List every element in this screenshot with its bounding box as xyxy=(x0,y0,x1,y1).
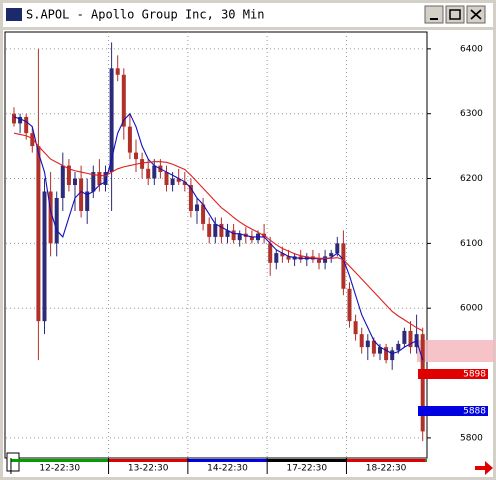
candle-body xyxy=(91,172,96,192)
candle-body xyxy=(353,321,358,335)
candle-body xyxy=(42,191,47,322)
candle-body xyxy=(396,343,401,351)
candle-body xyxy=(60,165,65,198)
window-buttons[interactable] xyxy=(424,5,486,24)
candle-body xyxy=(103,172,108,186)
candle-body xyxy=(231,230,236,241)
session-bar xyxy=(346,459,426,462)
moving-average-line xyxy=(13,112,424,361)
price-tag xyxy=(418,406,488,416)
candle-body xyxy=(268,243,273,263)
candle-body xyxy=(140,159,145,169)
y-tick-label: 6000 xyxy=(460,304,483,314)
app-icon xyxy=(6,8,22,21)
maximize-button[interactable] xyxy=(445,5,465,24)
y-tick-label: 6200 xyxy=(460,174,483,184)
candle-body xyxy=(402,330,407,344)
candle-body xyxy=(378,347,382,354)
candle-body xyxy=(207,223,212,237)
candle-body xyxy=(329,253,334,257)
x-tick-label: 17-22:30 xyxy=(286,464,327,474)
candle-body xyxy=(18,116,23,124)
candle-body xyxy=(219,223,224,237)
price-tag-label: 5888 xyxy=(463,407,486,417)
candle-body xyxy=(79,178,84,211)
session-bar xyxy=(267,459,347,462)
x-tick-label: 18-22:30 xyxy=(366,464,407,474)
x-tick-label: 12-22:30 xyxy=(39,464,80,474)
price-tag-label: 5898 xyxy=(463,370,486,380)
candle-body xyxy=(127,126,132,153)
candle-body xyxy=(152,165,157,179)
minimize-button[interactable] xyxy=(424,5,444,24)
y-tick-label: 6100 xyxy=(460,239,483,249)
candle-body xyxy=(134,152,138,160)
y-tick-label: 5800 xyxy=(460,433,483,443)
close-icon xyxy=(470,9,482,20)
plot: 5800 6000 6100 6200 6300 6400 12-22:30 13-22:30… xyxy=(6,32,488,474)
candle-body xyxy=(249,236,254,241)
candle-body xyxy=(97,172,102,186)
session-bar xyxy=(425,459,427,462)
candle-body xyxy=(213,223,218,237)
candle-body xyxy=(188,185,193,211)
maximize-icon xyxy=(449,9,461,20)
candle-body xyxy=(365,340,370,348)
candle-body xyxy=(347,288,352,322)
x-tick-label: 14-22:30 xyxy=(207,464,248,474)
candle-body xyxy=(201,204,206,224)
candle-body xyxy=(286,256,291,260)
candle-body xyxy=(335,243,340,254)
highlight-band xyxy=(417,340,495,362)
candle-body xyxy=(359,334,364,348)
candle-body xyxy=(115,68,120,75)
candle-body xyxy=(225,230,230,237)
candle-body xyxy=(170,178,175,186)
candle-body xyxy=(274,253,279,263)
candle-body xyxy=(390,350,395,361)
candle-body xyxy=(66,165,71,186)
candle-body xyxy=(341,243,346,289)
candle-body xyxy=(164,172,169,186)
session-bar xyxy=(108,459,188,462)
session-bar xyxy=(187,459,268,462)
moving-average-line xyxy=(13,132,423,332)
candle-body xyxy=(280,253,285,257)
candle-body xyxy=(237,233,242,241)
candle-body xyxy=(30,133,35,147)
plot-area xyxy=(4,31,428,459)
candle-body xyxy=(48,191,53,244)
candle-body xyxy=(323,256,328,263)
candle-body xyxy=(73,178,77,186)
candle-body xyxy=(176,178,181,182)
candle-body xyxy=(12,113,16,124)
candle-body xyxy=(371,340,376,354)
candle-body xyxy=(24,116,29,134)
y-tick-label: 6300 xyxy=(460,109,483,119)
candle-body xyxy=(384,347,389,361)
candle-body xyxy=(36,146,41,322)
candle-body xyxy=(85,191,90,211)
candle-body xyxy=(420,334,425,432)
x-tick-label: 13-22:30 xyxy=(128,464,169,474)
title-bar xyxy=(3,3,493,27)
price-tag xyxy=(418,369,488,379)
candle-body xyxy=(54,197,59,244)
candle-body xyxy=(109,68,114,173)
candle-body xyxy=(408,330,413,348)
scroll-arrow[interactable] xyxy=(475,461,493,475)
candle-body xyxy=(317,259,321,263)
candle-body xyxy=(182,181,187,186)
window-title: S.APOL - Apollo Group Inc, 30 Min xyxy=(26,8,264,22)
y-tick-label: 6400 xyxy=(460,44,483,54)
candle-body xyxy=(146,168,151,179)
candle-body xyxy=(121,74,126,127)
session-bar xyxy=(10,459,109,462)
candle-body xyxy=(195,204,199,211)
